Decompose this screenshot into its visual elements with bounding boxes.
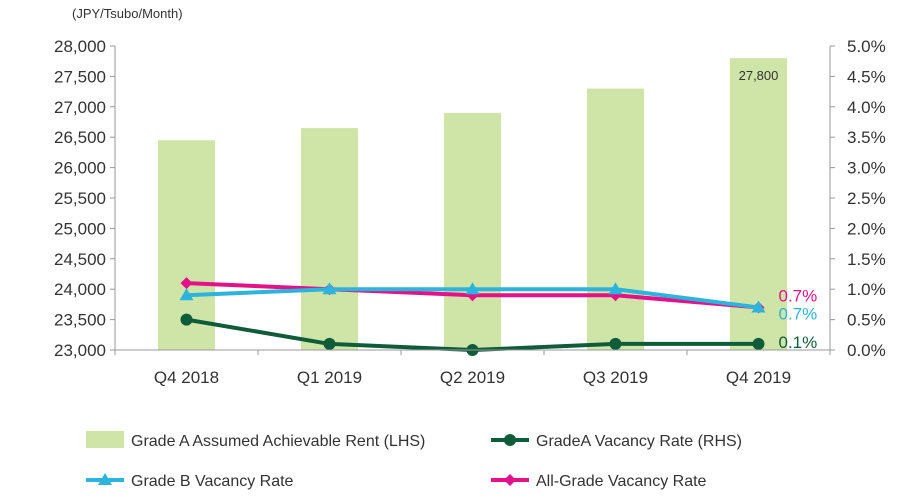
left-tick-label-8: 27,000 [54, 98, 106, 117]
right-tick-label-10: 5.0% [847, 37, 886, 56]
left-tick-label-0: 23,000 [54, 341, 106, 360]
left-tick-label-2: 24,000 [54, 280, 106, 299]
bar-data-label-4: 27,800 [739, 68, 779, 83]
legend-marker-grade-b-vacancy-rate [98, 473, 112, 485]
bar-rent-2 [444, 112, 501, 350]
left-tick-label-5: 25,500 [54, 189, 106, 208]
point-grade-b-vacancy-rate-3 [608, 282, 623, 295]
point-gradea-vacancy-rate-rhs-4 [752, 337, 765, 350]
legend-swatch-rent [86, 431, 124, 448]
left-tick-label-3: 24,500 [54, 250, 106, 269]
x-tick-label-3: Q3 2019 [583, 368, 648, 387]
right-tick-label-3: 1.5% [847, 250, 886, 269]
x-tick-label-2: Q2 2019 [440, 368, 505, 387]
right-tick-label-2: 1.0% [847, 280, 886, 299]
left-tick-label-10: 28,000 [54, 37, 106, 56]
point-all-grade-vacancy-rate-0 [180, 277, 193, 290]
legend-label-grade-b-vacancy-rate: Grade B Vacancy Rate [131, 473, 294, 490]
end-label-gradea-vacancy-rate-rhs: 0.1% [779, 333, 818, 352]
point-grade-b-vacancy-rate-1 [322, 282, 337, 295]
left-tick-label-1: 23,500 [54, 311, 106, 330]
right-tick-label-6: 3.0% [847, 159, 886, 178]
legend-label-rent: Grade A Assumed Achievable Rent (LHS) [131, 433, 425, 450]
right-tick-label-0: 0.0% [847, 341, 886, 360]
right-tick-label-1: 0.5% [847, 311, 886, 330]
bar-rent-3 [587, 88, 644, 350]
left-tick-label-4: 25,000 [54, 219, 106, 238]
right-tick-label-5: 2.5% [847, 189, 886, 208]
left-tick-label-9: 27,500 [54, 67, 106, 86]
point-gradea-vacancy-rate-rhs-0 [180, 313, 193, 326]
end-label-grade-b-vacancy-rate: 0.7% [779, 304, 818, 323]
right-tick-label-4: 2.0% [847, 219, 886, 238]
x-tick-label-0: Q4 2018 [154, 368, 219, 387]
x-tick-label-4: Q4 2019 [726, 368, 791, 387]
left-tick-label-6: 26,000 [54, 159, 106, 178]
legend-label-all-grade-vacancy-rate: All-Grade Vacancy Rate [536, 473, 707, 490]
point-gradea-vacancy-rate-rhs-1 [323, 337, 336, 350]
left-tick-label-7: 26,500 [54, 128, 106, 147]
end-label-all-grade-vacancy-rate: 0.7% [779, 286, 818, 305]
unit-label: (JPY/Tsubo/Month) [72, 6, 183, 21]
legend-marker-gradea-vacancy-rate-rhs [504, 434, 516, 446]
point-gradea-vacancy-rate-rhs-3 [609, 337, 622, 350]
bar-rent-1 [301, 128, 358, 350]
legend-marker-all-grade-vacancy-rate [504, 474, 516, 486]
right-tick-label-7: 3.5% [847, 128, 886, 147]
right-tick-label-9: 4.5% [847, 67, 886, 86]
right-tick-label-8: 4.0% [847, 98, 886, 117]
x-tick-label-1: Q1 2019 [297, 368, 362, 387]
point-grade-b-vacancy-rate-2 [465, 282, 480, 295]
point-grade-b-vacancy-rate-0 [179, 288, 194, 301]
point-grade-b-vacancy-rate-4 [751, 300, 766, 313]
legend-label-gradea-vacancy-rate-rhs: GradeA Vacancy Rate (RHS) [536, 433, 742, 450]
